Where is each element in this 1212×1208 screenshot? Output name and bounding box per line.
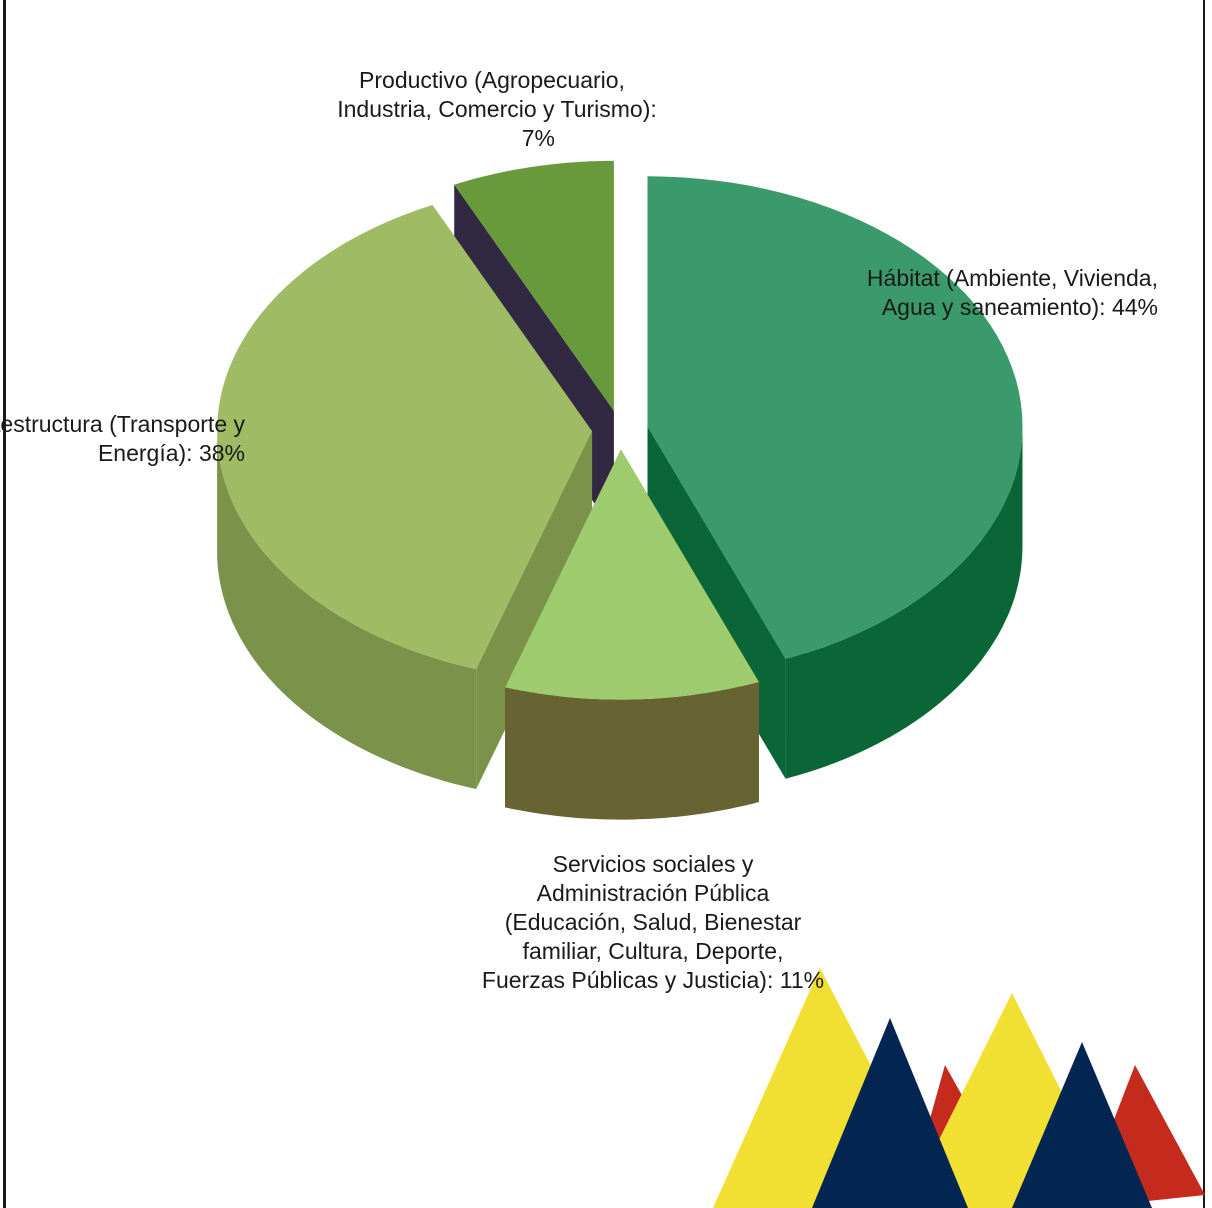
- slice-1-side: [785, 426, 1023, 779]
- slice-4-top: [454, 160, 614, 411]
- decor-triangle-6: [1012, 1042, 1152, 1208]
- frame-right-border: [1203, 0, 1205, 1208]
- slice-label-4-line-1: Productivo (Agropecuario,: [359, 67, 625, 93]
- slice-label-2-line-5: Fuerzas Públicas y Justicia): 11%: [482, 967, 824, 993]
- slice-label-2-line-3: (Educación, Salud, Bienestar: [505, 909, 802, 935]
- slice-2-top: [505, 449, 759, 700]
- slice-label-2-line-2: Administración Pública: [537, 880, 770, 906]
- slice-label-2-line-4: familiar, Cultura, Deporte,: [523, 938, 784, 964]
- slice-labels: Hábitat (Ambiente, Vivienda, Agua y sanea…: [0, 67, 1158, 993]
- pie-slices: [217, 160, 1023, 820]
- slice-label-3: Infraestructura (Transporte y Energía): 3…: [0, 411, 245, 466]
- slice-3-side: [217, 431, 477, 789]
- decor-triangle-4: [812, 1018, 968, 1208]
- slice-2: [504, 449, 759, 820]
- slice-label-2: Servicios sociales y Administración Públi…: [482, 851, 824, 993]
- slice-label-4: Productivo (Agropecuario, Industria, Come…: [337, 67, 657, 151]
- frame-left-border: [3, 0, 6, 1208]
- slice-label-3-line-1: Infraestructura (Transporte y: [0, 411, 245, 437]
- slice-label-2-line-1: Servicios sociales y: [553, 851, 754, 877]
- slice-label-4-line-3: 7%: [522, 125, 555, 151]
- slice-label-1: Hábitat (Ambiente, Vivienda, Agua y sanea…: [867, 265, 1158, 320]
- slice-1-top: [647, 176, 1023, 659]
- slice-label-4-line-2: Industria, Comercio y Turismo):: [337, 96, 657, 122]
- slice-3-top: [217, 205, 593, 669]
- slice-label-1-line-2: Agua y saneamiento): 44%: [882, 294, 1158, 320]
- corner-triangles-decoration: [713, 968, 1205, 1208]
- slice-2-side: [505, 682, 759, 820]
- slice-label-1-line-1: Hábitat (Ambiente, Vivienda,: [867, 265, 1158, 291]
- slice-label-3-line-2: Energía): 38%: [98, 440, 245, 466]
